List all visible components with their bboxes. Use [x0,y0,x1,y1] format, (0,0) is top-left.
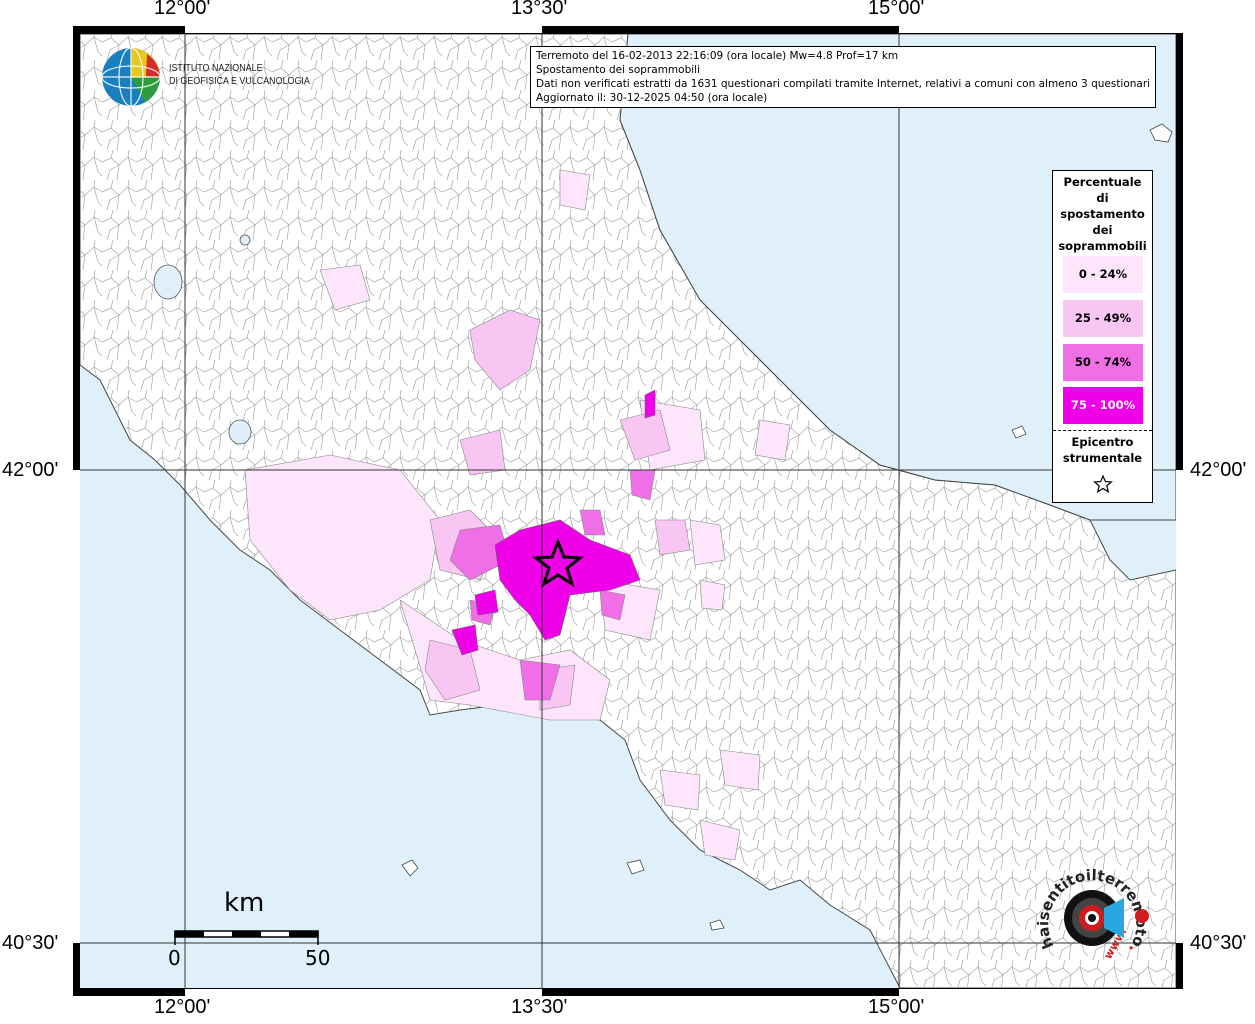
lat-label-right-1: 42°00' [1190,459,1247,481]
ingv-name: ISTITUTO NAZIONALE DI GEOFISICA E VULCAN… [169,62,310,87]
lake-bracciano [153,264,183,300]
scale-unit-label: km [224,888,265,918]
lat-label-left-1: 42°00' [2,459,59,481]
lon-label-top-3: 15°00' [868,0,925,19]
intensity-low-regions [244,169,791,861]
scale-start-label: 0 [168,946,181,970]
legend: Percentuale di spostamento dei soprammob… [1052,170,1153,503]
lon-label-bottom-1: 12°00' [154,996,211,1018]
legend-epicenter-label: Epicentro strumentale [1062,435,1143,465]
lon-label-top-1: 12°00' [154,0,211,19]
graticule [80,34,1176,988]
scale-end-label: 50 [305,946,331,970]
epicenter-star-icon [531,537,585,588]
event-info-box: Terremoto del 16-02-2013 22:16:09 (ora l… [530,46,1156,108]
legend-title: Percentuale di spostamento dei soprammob… [1058,175,1147,253]
lon-label-top-2: 13°30' [511,0,568,19]
lat-label-left-2: 40°30' [2,932,59,954]
event-subtitle: Spostamento dei soprammobili [536,64,700,76]
event-title: Terremoto del 16-02-2013 22:16:09 (ora l… [536,50,899,62]
legend-divider [1053,430,1152,431]
scale-bar [174,930,319,945]
legend-item-50-74: 50 - 74% [1063,344,1143,381]
lon-label-bottom-3: 15°00' [868,996,925,1018]
intensity-high-regions [449,469,656,701]
lon-label-bottom-2: 13°30' [511,996,568,1018]
event-updated: Aggiornato il: 30-12-2025 04:50 (ora loc… [536,92,768,104]
legend-item-0-24: 0 - 24% [1063,256,1143,293]
ingv-globe-logo-icon [101,47,161,107]
lat-label-right-2: 40°30' [1190,932,1247,954]
legend-star-icon [1093,474,1113,494]
legend-item-75-100: 75 - 100% [1063,387,1143,424]
haisentito-logo-icon: haisentitoilterremoto.it www. [1032,862,1150,962]
legend-item-25-49: 25 - 49% [1063,300,1143,337]
event-note: Dati non verificati estratti da 1631 que… [536,78,1150,90]
